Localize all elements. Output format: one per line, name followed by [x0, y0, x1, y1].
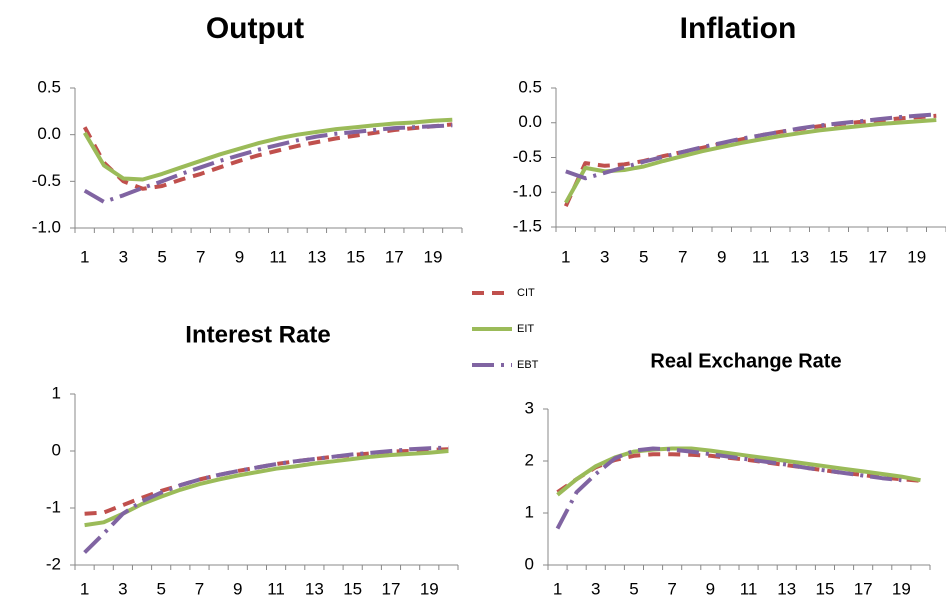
- x-tick-label: 3: [118, 579, 127, 598]
- series-line: [565, 112, 937, 181]
- x-tick-label: 7: [195, 579, 204, 598]
- x-tick-label: 3: [591, 579, 600, 598]
- x-tick-label: 5: [156, 579, 165, 598]
- chart-title: Output: [206, 12, 304, 45]
- y-tick-label: -1: [46, 497, 61, 516]
- x-tick-label: 15: [343, 579, 362, 598]
- x-tick-label: 17: [385, 247, 404, 266]
- y-tick-label: -1.0: [513, 182, 542, 201]
- x-tick-label: 9: [235, 247, 244, 266]
- y-tick-label: 0.5: [37, 77, 61, 96]
- x-tick-label: 19: [892, 579, 911, 598]
- x-tick-label: 13: [305, 579, 324, 598]
- x-tick-label: 9: [706, 579, 715, 598]
- x-tick-label: 17: [854, 579, 873, 598]
- x-tick-label: 1: [561, 247, 570, 266]
- x-tick-label: 7: [196, 247, 205, 266]
- x-tick-label: 3: [119, 247, 128, 266]
- series-line: [555, 446, 902, 530]
- x-tick-label: 1: [80, 579, 89, 598]
- y-tick-label: 1: [52, 383, 61, 402]
- y-tick-label: -0.5: [32, 171, 61, 190]
- x-tick-label: 7: [678, 247, 687, 266]
- series-line: [563, 113, 937, 208]
- x-tick-label: 15: [815, 579, 834, 598]
- legend-label: EBT: [517, 359, 539, 371]
- series-line: [82, 122, 453, 191]
- series-line: [556, 446, 921, 497]
- chart-title: Interest Rate: [185, 321, 330, 348]
- series-line: [83, 123, 453, 204]
- y-tick-label: 0.5: [518, 77, 542, 96]
- y-tick-label: -1.0: [32, 217, 61, 236]
- y-tick-label: -2: [46, 554, 61, 573]
- x-tick-label: 15: [346, 247, 365, 266]
- x-tick-label: 13: [777, 579, 796, 598]
- x-tick-label: 9: [233, 579, 242, 598]
- x-tick-label: 3: [600, 247, 609, 266]
- series-line: [564, 118, 937, 204]
- x-tick-label: 9: [717, 247, 726, 266]
- x-tick-label: 11: [752, 247, 770, 266]
- x-tick-label: 13: [790, 247, 809, 266]
- x-tick-label: 11: [740, 579, 758, 598]
- x-tick-label: 19: [420, 579, 439, 598]
- series-line: [82, 117, 453, 182]
- y-tick-label: 2: [525, 450, 534, 469]
- y-tick-label: -0.5: [513, 147, 542, 166]
- x-tick-label: 19: [907, 247, 926, 266]
- series-line: [556, 452, 921, 494]
- x-tick-label: 13: [307, 247, 326, 266]
- x-tick-label: 17: [382, 579, 401, 598]
- legend-label: EIT: [517, 323, 534, 335]
- x-tick-label: 7: [667, 579, 676, 598]
- chart-title: Inflation: [680, 12, 797, 45]
- x-tick-label: 11: [267, 579, 285, 598]
- x-tick-label: 5: [157, 247, 166, 266]
- x-tick-label: 15: [829, 247, 848, 266]
- x-tick-label: 17: [868, 247, 887, 266]
- y-tick-label: 0: [52, 440, 61, 459]
- legend-label: CIT: [517, 287, 535, 299]
- y-tick-label: 3: [525, 398, 534, 417]
- x-tick-label: 1: [553, 579, 562, 598]
- series-line: [83, 445, 449, 554]
- x-tick-label: 11: [269, 247, 287, 266]
- x-tick-label: 5: [639, 247, 648, 266]
- y-tick-label: 0.0: [37, 124, 61, 143]
- chart-title: Real Exchange Rate: [650, 350, 841, 372]
- series-line: [84, 449, 449, 528]
- x-tick-label: 19: [424, 247, 443, 266]
- y-tick-label: 1: [525, 502, 534, 521]
- x-tick-label: 1: [80, 247, 89, 266]
- y-tick-label: -1.5: [513, 216, 542, 235]
- y-tick-label: 0.0: [518, 112, 542, 131]
- x-tick-label: 5: [629, 579, 638, 598]
- y-tick-label: 0: [525, 554, 534, 573]
